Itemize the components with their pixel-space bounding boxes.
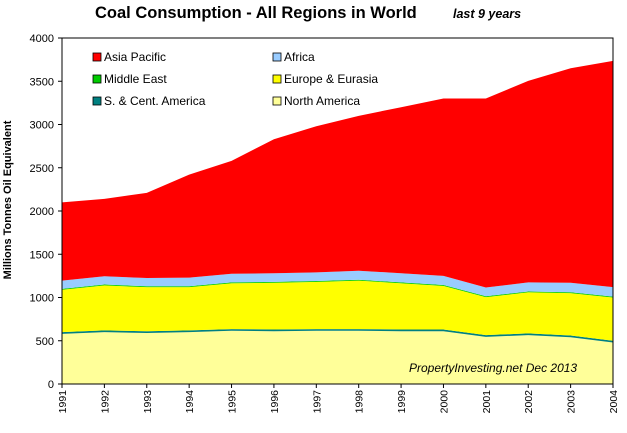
x-tick-label: 1993 [142, 390, 154, 414]
area-series-group [62, 60, 613, 384]
area-s-cent-america [62, 329, 613, 343]
x-tick-label: 1996 [269, 390, 281, 414]
area-asia-pacific [62, 60, 613, 288]
y-tick-label: 2000 [30, 206, 54, 218]
y-tick-label: 1000 [30, 293, 54, 305]
y-axis-label: Millions Tonnes Oil Equivalent [2, 120, 14, 279]
legend-label-north-america: North America [284, 94, 360, 108]
legend-swatch-asia-pacific [92, 52, 102, 62]
x-tick-label: 2000 [438, 390, 450, 414]
legend-label-europe-eurasia: Europe & Eurasia [284, 72, 378, 86]
x-tick-label: 1997 [311, 390, 323, 414]
x-tick-label: 2002 [523, 390, 535, 414]
x-tick-label: 2001 [481, 390, 493, 414]
x-tick-label: 2004 [608, 390, 620, 414]
legend-label-asia-pacific: Asia Pacific [104, 50, 166, 64]
x-tick-label: 1992 [99, 390, 111, 414]
y-tick-label: 4000 [30, 33, 54, 45]
y-tick-label: 1500 [30, 249, 54, 261]
area-africa [62, 270, 613, 297]
y-tick-label: 3500 [30, 76, 54, 88]
y-tick-label: 2500 [30, 163, 54, 175]
legend-label-s-cent-america: S. & Cent. America [104, 94, 206, 108]
legend-swatch-africa [272, 52, 282, 62]
x-tick-label: 1995 [227, 390, 239, 414]
area-north-america [62, 330, 613, 384]
legend-swatch-north-america [272, 96, 282, 106]
x-tick-label: 1999 [396, 390, 408, 414]
x-tick-label: 1994 [184, 390, 196, 414]
legend: Asia Pacific Africa Middle East Europe & Eu… [92, 50, 378, 108]
legend-swatch-europe-eurasia [272, 74, 282, 84]
x-tick-label: 1991 [57, 390, 69, 414]
y-tick-label: 3000 [30, 120, 54, 132]
legend-label-middle-east: Middle East [104, 72, 167, 86]
source-annotation: PropertyInvesting.net Dec 2013 [409, 361, 577, 375]
y-axis: 0 500 1000 1500 2000 2500 3000 3500 4000 [30, 33, 62, 391]
x-axis: 1991 1992 1993 1994 1995 1996 1997 1998 1999 2000… [57, 384, 620, 413]
y-tick-label: 0 [48, 379, 54, 391]
legend-swatch-middle-east [92, 74, 102, 84]
legend-label-africa: Africa [284, 50, 315, 64]
chart-subtitle: last 9 years [453, 7, 521, 21]
legend-swatch-s-cent-america [92, 96, 102, 106]
x-tick-label: 2003 [566, 390, 578, 414]
area-europe-eurasia [62, 280, 613, 341]
chart-title: Coal Consumption - All Regions in World [95, 4, 417, 22]
x-tick-label: 1998 [354, 390, 366, 414]
y-tick-label: 500 [36, 336, 54, 348]
